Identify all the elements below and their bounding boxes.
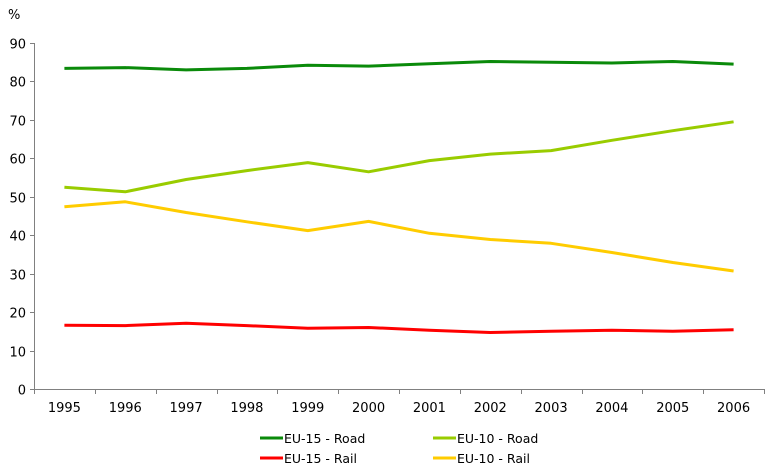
legend-item: EU-15 - Road bbox=[260, 431, 365, 446]
series-line bbox=[64, 200, 734, 273]
x-axis: 1995 1996 1997 1998 1999 2000 2001 2002 2003 2004… bbox=[34, 389, 765, 416]
series-line bbox=[64, 321, 734, 334]
x-tick-label: 1996 bbox=[109, 401, 142, 416]
y-tick-label: 70 bbox=[9, 115, 26, 130]
legend-label: EU-10 - Rail bbox=[457, 451, 530, 466]
series-eu-15-rail bbox=[64, 321, 734, 334]
legend-label: EU-10 - Road bbox=[457, 431, 538, 446]
legend-label: EU-15 - Rail bbox=[284, 451, 357, 466]
x-tick-label: 1995 bbox=[48, 401, 81, 416]
x-tick-label: 2002 bbox=[474, 401, 507, 416]
legend: EU-15 - Road EU-10 - Road EU-15 - Rail EU-1… bbox=[260, 431, 538, 466]
x-tick-label: 2001 bbox=[413, 401, 446, 416]
x-tick-label: 2000 bbox=[352, 401, 385, 416]
series-eu-10-rail bbox=[64, 200, 734, 273]
legend-item: EU-15 - Rail bbox=[260, 451, 357, 466]
y-tick-label: 20 bbox=[9, 307, 26, 322]
x-tick-label: 2004 bbox=[595, 401, 628, 416]
series-eu-10-road bbox=[64, 120, 734, 194]
y-tick-label: 10 bbox=[9, 346, 26, 361]
series-line bbox=[64, 120, 734, 194]
legend-item: EU-10 - Rail bbox=[433, 451, 530, 466]
y-tick-label: 80 bbox=[9, 76, 26, 91]
y-tick-label: 0 bbox=[18, 384, 26, 399]
y-tick-label: 90 bbox=[9, 38, 26, 53]
series-eu-15-road bbox=[64, 60, 734, 72]
y-tick-label: 60 bbox=[9, 153, 26, 168]
x-tick-label: 1998 bbox=[230, 401, 263, 416]
x-tick-label: 2006 bbox=[717, 401, 750, 416]
x-tick-label: 2003 bbox=[535, 401, 568, 416]
x-tick-label: 1999 bbox=[291, 401, 324, 416]
x-tick-label: 2005 bbox=[656, 401, 689, 416]
series-line bbox=[64, 60, 734, 72]
y-tick-label: 40 bbox=[9, 230, 26, 245]
series-lines bbox=[64, 60, 734, 334]
x-tick-label: 1997 bbox=[170, 401, 203, 416]
y-tick-label: 30 bbox=[9, 269, 26, 284]
y-axis-unit-label: % bbox=[8, 8, 20, 23]
legend-item: EU-10 - Road bbox=[433, 431, 538, 446]
y-axis: 0 10 20 30 40 50 60 70 80 90 bbox=[9, 38, 35, 399]
y-tick-label: 50 bbox=[9, 192, 26, 207]
legend-label: EU-15 - Road bbox=[284, 431, 365, 446]
